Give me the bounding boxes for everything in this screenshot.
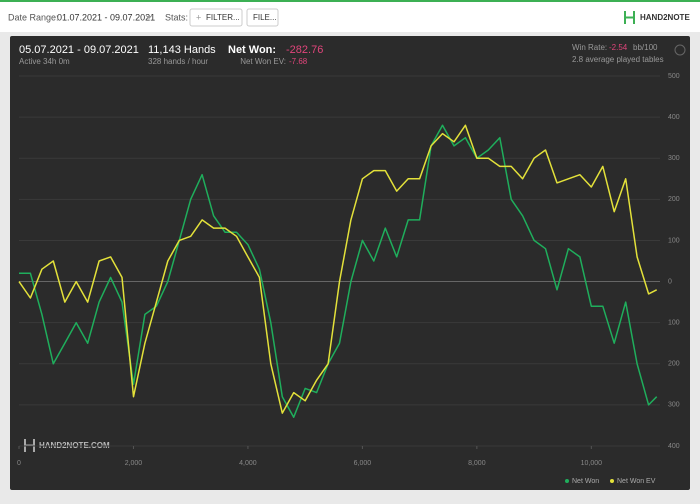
y-tick-label: 200	[668, 361, 680, 368]
y-tick-label: 100	[668, 237, 680, 244]
y-tick-label: 300	[668, 402, 680, 409]
filter-button-label: FILTER...	[206, 13, 240, 22]
y-tick-label: 400	[668, 114, 680, 121]
y-tick-label: 300	[668, 155, 680, 162]
toolbar	[0, 2, 700, 32]
series-line	[19, 124, 658, 418]
file-button-label: FILE...	[253, 13, 277, 22]
x-tick-label: 0	[17, 460, 21, 467]
legend-label: Net Won EV	[617, 478, 656, 485]
file-button[interactable]	[246, 8, 279, 27]
chart-panel	[10, 36, 690, 490]
x-tick-label: 8,000	[468, 460, 486, 467]
y-tick-label: 0	[668, 278, 672, 285]
net-won: -282.76	[286, 44, 323, 56]
settings-icon[interactable]	[674, 44, 686, 56]
date-range[interactable]: 01.07.2021 - 09.07.2021	[57, 12, 155, 22]
plot: 500 400 300 200 100 0 100 200 300 400 0 2,000 4,000 6…	[17, 73, 680, 485]
ev-label: Net Won EV:	[240, 57, 286, 66]
filter-button[interactable]	[189, 8, 243, 27]
win-rate-label: Win Rate:	[572, 43, 607, 52]
x-tick-label: 4,000	[239, 460, 257, 467]
logo-icon	[624, 11, 635, 24]
hands: 11,143 Hands	[148, 44, 216, 56]
period: 05.07.2021 - 09.07.2021	[19, 44, 139, 56]
plus-icon: +	[196, 12, 201, 22]
y-tick-label: 400	[668, 443, 680, 450]
y-tick-label: 100	[668, 320, 680, 327]
legend-marker	[565, 479, 569, 483]
hands-rate: 328 hands / hour	[148, 57, 208, 66]
legend-marker	[610, 479, 614, 483]
top-border	[0, 0, 700, 2]
date-range-label: Date Range:	[8, 12, 59, 22]
logo: HAND2NOTE	[640, 13, 690, 22]
win-rate-unit: bb/100	[633, 43, 658, 52]
dropdown-arrow	[146, 16, 152, 19]
net-won-label: Net Won:	[228, 44, 276, 56]
x-tick-label: 2,000	[125, 460, 143, 467]
y-tick-label: 500	[668, 73, 680, 80]
stats-label: Stats:	[165, 12, 188, 22]
win-rate: -2.54	[609, 43, 628, 52]
series-line	[18, 124, 658, 414]
legend-label: Net Won	[572, 478, 599, 485]
ev: -7.68	[289, 57, 308, 66]
tables: 2.8 average played tables	[572, 55, 664, 64]
x-tick-label: 6,000	[354, 460, 372, 467]
active-time: Active 34h 0m	[19, 57, 70, 66]
y-tick-label: 200	[668, 196, 680, 203]
x-tick-label: 10,000	[581, 460, 603, 467]
